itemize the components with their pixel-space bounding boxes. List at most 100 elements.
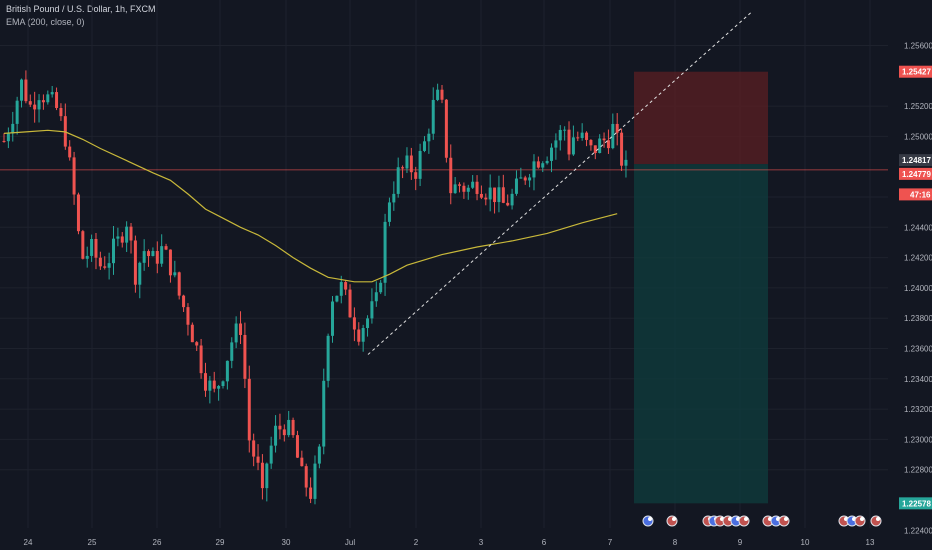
- candle-body: [545, 160, 549, 164]
- candle-body: [449, 157, 453, 194]
- price-axis-bg: [888, 0, 932, 550]
- candle-body: [168, 249, 172, 276]
- candle-body: [256, 456, 260, 463]
- event-flag-icon[interactable]: [738, 515, 750, 527]
- event-flag-icon[interactable]: [870, 515, 882, 527]
- candle-body: [151, 251, 155, 257]
- event-flag-icon[interactable]: [854, 515, 866, 527]
- candle-body: [453, 184, 457, 194]
- candle-body: [440, 89, 444, 100]
- candle-body: [506, 202, 510, 206]
- candle-body: [125, 226, 129, 243]
- candle-body: [182, 295, 186, 308]
- candle-body: [190, 324, 194, 343]
- candle-body: [243, 334, 247, 379]
- candle-body: [155, 251, 159, 264]
- candle-body: [41, 100, 45, 103]
- candle-body: [475, 181, 479, 194]
- candle-body: [282, 429, 286, 436]
- candle-body: [576, 137, 580, 139]
- candle-body: [348, 289, 352, 318]
- price-badge-label: 47:16: [910, 190, 931, 199]
- candle-body: [366, 318, 370, 329]
- x-tick-label: Jul: [345, 538, 355, 547]
- candle-body: [76, 194, 80, 232]
- candle-body: [326, 335, 330, 381]
- time-axis[interactable]: 24 25 26 29 30 Jul 2 3 6 7 8 9 10 13: [0, 528, 888, 550]
- y-tick-label: 1.22800: [904, 466, 932, 475]
- stop-loss-zone[interactable]: [634, 71, 768, 165]
- x-tick-label: 30: [282, 538, 291, 547]
- candle-body: [396, 167, 400, 194]
- candle-body: [418, 150, 422, 179]
- candle-body: [173, 272, 177, 276]
- y-tick-label: 1.23000: [904, 435, 932, 444]
- candle-body: [615, 123, 619, 133]
- time-axis-bg: [0, 528, 888, 550]
- price-badge-label: 1.24779: [902, 170, 931, 179]
- candle-body: [593, 145, 597, 154]
- candle-body: [558, 129, 562, 141]
- candle-body: [466, 187, 470, 192]
- candle-body: [164, 246, 168, 250]
- candle-body: [532, 161, 536, 178]
- y-tick-label: 1.23400: [904, 375, 932, 384]
- candle-body: [523, 177, 527, 181]
- price-badge-stop: [899, 65, 932, 78]
- candle-body: [234, 323, 238, 343]
- candle-body: [422, 141, 426, 151]
- price-badge-label: 1.24817: [902, 156, 931, 165]
- x-tick-label: 25: [88, 538, 97, 547]
- y-tick-label: 1.25200: [904, 102, 932, 111]
- candle-body: [387, 202, 391, 222]
- event-flag-icon[interactable]: [666, 515, 678, 527]
- candle-body: [339, 282, 343, 296]
- x-tick-label: 13: [866, 538, 875, 547]
- candle-body: [274, 425, 278, 446]
- event-flag-icon[interactable]: [838, 515, 850, 527]
- candle-body: [510, 193, 514, 206]
- event-flag-icon[interactable]: [642, 515, 654, 527]
- candle-body: [414, 172, 418, 179]
- x-tick-label: 8: [673, 538, 678, 547]
- take-profit-zone[interactable]: [634, 164, 768, 504]
- x-tick-label: 7: [608, 538, 613, 547]
- candle-body: [427, 133, 431, 142]
- candle-body: [379, 282, 383, 293]
- candle-body: [90, 238, 94, 256]
- y-tick-label: 1.24200: [904, 254, 932, 263]
- candle-body: [247, 378, 251, 441]
- candle-body: [300, 457, 304, 467]
- candle-body: [493, 187, 497, 203]
- ema-line[interactable]: [3, 129, 618, 283]
- candle-body: [11, 123, 15, 134]
- event-flag-icon[interactable]: [778, 515, 790, 527]
- candle-body: [98, 257, 102, 267]
- candle-body: [186, 307, 190, 325]
- candle-body: [55, 92, 59, 108]
- candle-body: [103, 266, 107, 268]
- x-tick-label: 29: [216, 538, 225, 547]
- candle-body: [309, 487, 313, 499]
- price-badge-label: 1.22578: [902, 499, 931, 508]
- candle-body: [81, 231, 85, 259]
- candle-body: [374, 292, 378, 302]
- candle-body: [20, 79, 24, 101]
- chart-title: British Pound / U.S. Dollar, 1h, FXCM: [6, 4, 156, 14]
- candle-body: [28, 101, 32, 105]
- y-tick-label: 1.25000: [904, 132, 932, 141]
- candle-body: [269, 445, 273, 464]
- candle-body: [217, 385, 221, 389]
- candle-body: [598, 138, 602, 154]
- price-badge-label: 1.25427: [902, 68, 931, 77]
- trendline-group[interactable]: [367, 11, 753, 355]
- ema-indicator-label[interactable]: EMA (200, close, 0): [6, 17, 85, 27]
- trendline[interactable]: [367, 11, 753, 355]
- event-flag-icon[interactable]: [846, 515, 858, 527]
- candle-body: [370, 301, 374, 319]
- y-tick-label: 1.24400: [904, 223, 932, 232]
- x-tick-label: 9: [738, 538, 743, 547]
- price-axis[interactable]: 1.256001.252001.250001.246001.244001.242…: [888, 0, 932, 550]
- y-tick-label: 1.23800: [904, 314, 932, 323]
